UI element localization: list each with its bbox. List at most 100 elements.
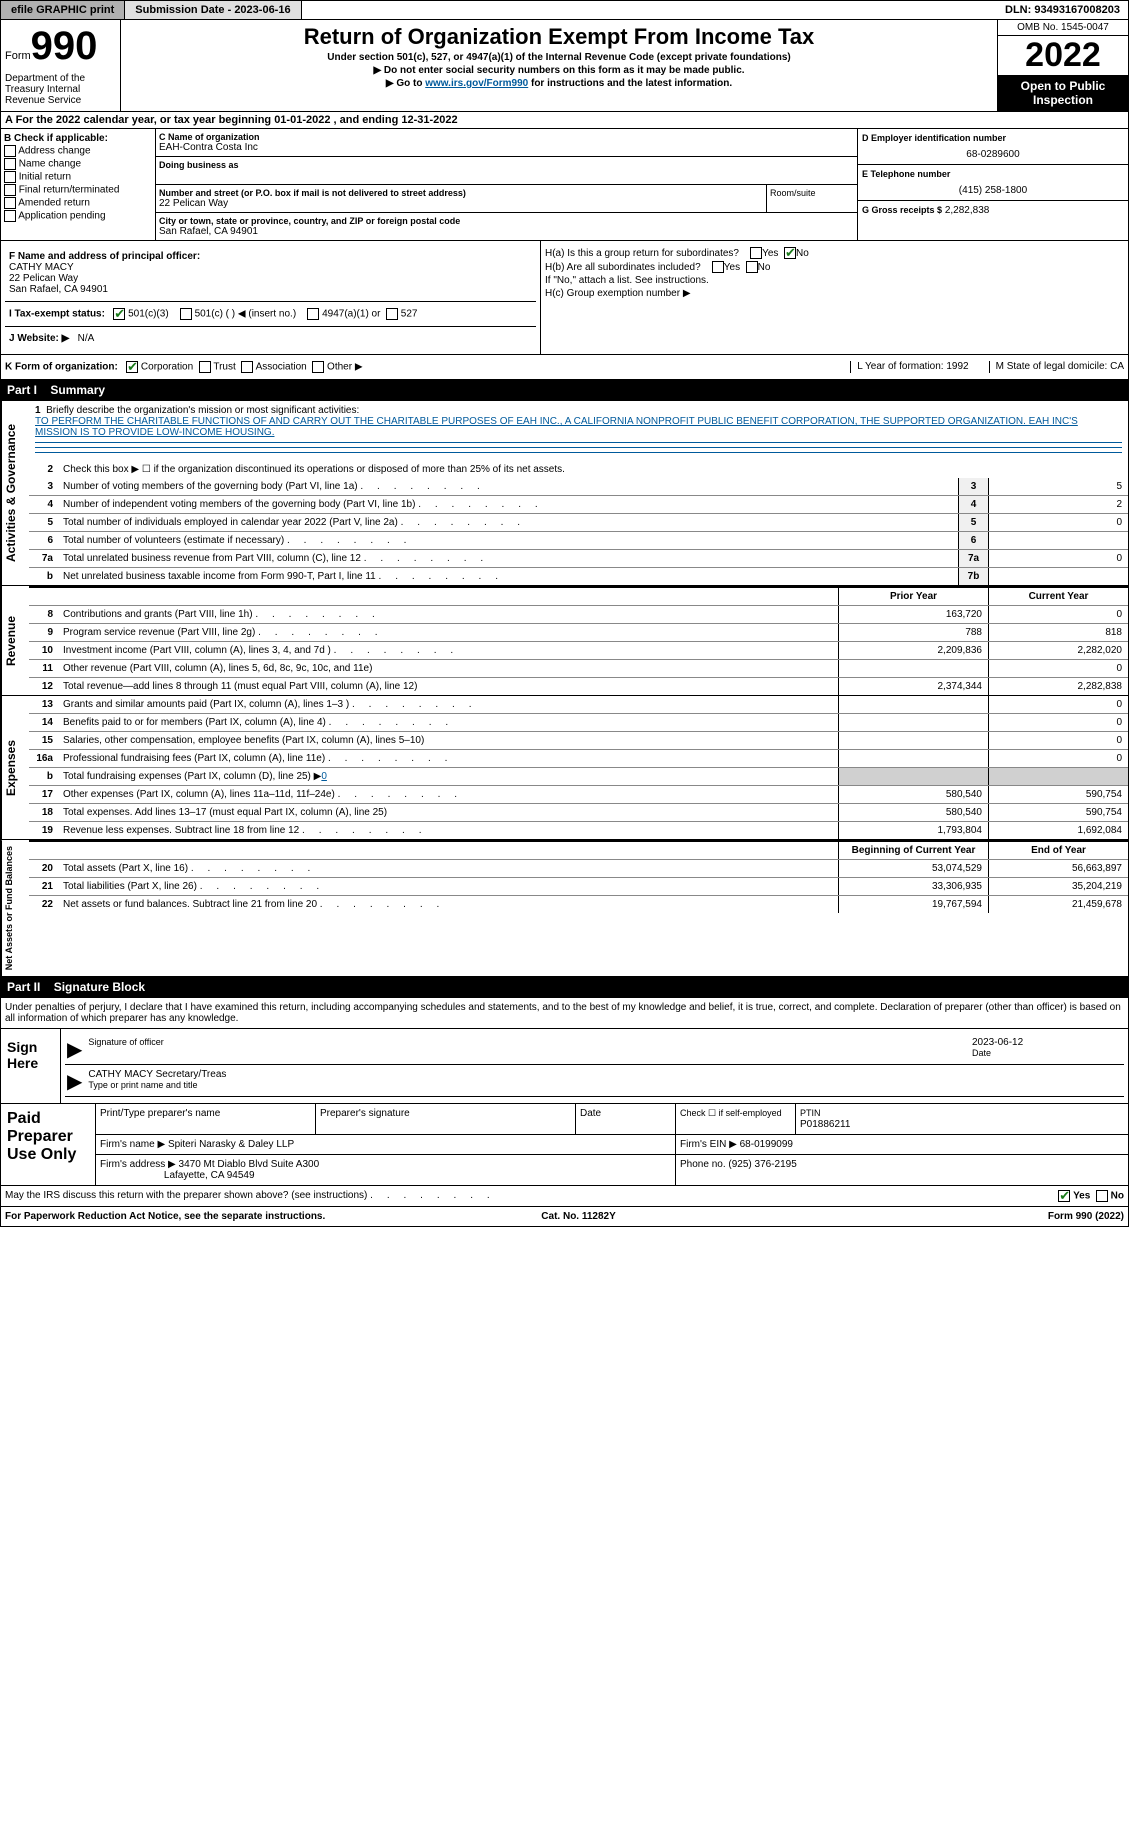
chk-name[interactable]: Name change (4, 158, 152, 170)
ein-value: 68-0289600 (862, 143, 1124, 160)
v7b (988, 568, 1128, 585)
subtitle-2: ▶ Do not enter social security numbers o… (125, 65, 993, 76)
chk-final[interactable]: Final return/terminated (4, 184, 152, 196)
officer-typed: CATHY MACY Secretary/Treas (88, 1069, 226, 1080)
p15 (838, 732, 988, 749)
l6: Total number of volunteers (estimate if … (59, 532, 958, 549)
hdr-prior: Prior Year (838, 588, 988, 605)
pp-date-label: Date (576, 1104, 676, 1134)
c16a: 0 (988, 750, 1128, 767)
officer-name: CATHY MACY (9, 262, 532, 273)
firm-name: Spiteri Narasky & Daley LLP (168, 1139, 294, 1150)
gross-value: 2,282,838 (945, 205, 990, 216)
typed-label: Type or print name and title (88, 1080, 197, 1090)
p11 (838, 660, 988, 677)
chk-501c[interactable] (180, 308, 192, 320)
department-label: Department of the Treasury Internal Reve… (5, 73, 116, 106)
side-expenses: Expenses (1, 696, 29, 839)
m-state: M State of legal domicile: CA (989, 361, 1124, 373)
l4: Number of independent voting members of … (59, 496, 958, 513)
part2-num: Part II (7, 980, 40, 994)
addr-label: Number and street (or P.O. box if mail i… (159, 188, 763, 198)
c9: 818 (988, 624, 1128, 641)
p22: 19,767,594 (838, 896, 988, 913)
c18: 590,754 (988, 804, 1128, 821)
l19: Revenue less expenses. Subtract line 18 … (59, 822, 838, 839)
hb-no[interactable] (746, 261, 758, 273)
ptin-value: P01886211 (800, 1119, 850, 1130)
hdr-beg: Beginning of Current Year (838, 842, 988, 859)
chk-other[interactable] (312, 361, 324, 373)
efile-button[interactable]: efile GRAPHIC print (1, 1, 125, 19)
chk-assoc[interactable] (241, 361, 253, 373)
tel-label: E Telephone number (862, 169, 1124, 179)
pp-sig-label: Preparer's signature (316, 1104, 576, 1134)
v6 (988, 532, 1128, 549)
chk-corp[interactable] (126, 361, 138, 373)
chk-527[interactable] (386, 308, 398, 320)
discuss-no[interactable] (1096, 1190, 1108, 1202)
ptin-label: PTIN (800, 1108, 821, 1118)
p17: 580,540 (838, 786, 988, 803)
chk-trust[interactable] (199, 361, 211, 373)
firm-ein: 68-0199099 (740, 1139, 793, 1150)
p10: 2,209,836 (838, 642, 988, 659)
row-i: I Tax-exempt status: 501(c)(3) 501(c) ( … (5, 302, 536, 327)
sub3-post: for instructions and the latest informat… (528, 78, 732, 89)
l15: Salaries, other compensation, employee b… (59, 732, 838, 749)
p8: 163,720 (838, 606, 988, 623)
form-word: Form (5, 50, 31, 62)
subtitle-3: ▶ Go to www.irs.gov/Form990 for instruct… (125, 78, 993, 89)
l18: Total expenses. Add lines 13–17 (must eq… (59, 804, 838, 821)
chk-pending[interactable]: Application pending (4, 210, 152, 222)
p18: 580,540 (838, 804, 988, 821)
l16a: Professional fundraising fees (Part IX, … (59, 750, 838, 767)
hc-label: H(c) Group exemption number ▶ (545, 288, 1124, 299)
p19: 1,793,804 (838, 822, 988, 839)
c8: 0 (988, 606, 1128, 623)
l7b: Net unrelated business taxable income fr… (59, 568, 958, 585)
c17: 590,754 (988, 786, 1128, 803)
chk-address[interactable]: Address change (4, 145, 152, 157)
chk-initial[interactable]: Initial return (4, 171, 152, 183)
date-label: Date (972, 1048, 991, 1058)
p21: 33,306,935 (838, 878, 988, 895)
sig-arrow2-icon: ▶ (67, 1069, 82, 1094)
l8: Contributions and grants (Part VIII, lin… (59, 606, 838, 623)
c19: 1,692,084 (988, 822, 1128, 839)
col-c: C Name of organization EAH-Contra Costa … (156, 129, 858, 240)
l13: Grants and similar amounts paid (Part IX… (59, 696, 838, 713)
ha-no[interactable] (784, 247, 796, 259)
pp-check[interactable]: Check ☐ if self-employed (676, 1104, 796, 1134)
c20: 56,663,897 (988, 860, 1128, 877)
chk-amended[interactable]: Amended return (4, 197, 152, 209)
l1-label: Briefly describe the organization's miss… (46, 405, 359, 416)
v5: 0 (988, 514, 1128, 531)
submission-date-button[interactable]: Submission Date - 2023-06-16 (125, 1, 301, 19)
line1: 1 Briefly describe the organization's mi… (29, 401, 1128, 461)
c15: 0 (988, 732, 1128, 749)
hb-label: H(b) Are all subordinates included? (545, 262, 701, 273)
chk-501c3[interactable] (113, 308, 125, 320)
dba-label: Doing business as (159, 160, 854, 170)
org-name: EAH-Contra Costa Inc (159, 142, 854, 153)
officer-addr2: San Rafael, CA 94901 (9, 284, 532, 295)
form-title: Return of Organization Exempt From Incom… (125, 24, 993, 50)
chk-4947[interactable] (307, 308, 319, 320)
j-label: J Website: ▶ (9, 333, 69, 344)
firm-city: Lafayette, CA 94549 (164, 1170, 255, 1181)
side-activities: Activities & Governance (1, 401, 29, 585)
p12: 2,374,344 (838, 678, 988, 695)
mission-text: TO PERFORM THE CHARITABLE FUNCTIONS OF A… (35, 416, 1078, 438)
firm-addr: 3470 Mt Diablo Blvd Suite A300 (179, 1159, 320, 1170)
hdr-end: End of Year (988, 842, 1128, 859)
website-value: N/A (78, 333, 95, 344)
sig-label: Signature of officer (88, 1037, 972, 1047)
hb-yes[interactable] (712, 261, 724, 273)
phone-value: (925) 376-2195 (728, 1159, 796, 1170)
discuss-yes[interactable] (1058, 1190, 1070, 1202)
p20: 53,074,529 (838, 860, 988, 877)
ha-yes[interactable] (750, 247, 762, 259)
dln-label: DLN: 93493167008203 (997, 1, 1128, 19)
irs-link[interactable]: www.irs.gov/Form990 (425, 78, 528, 89)
